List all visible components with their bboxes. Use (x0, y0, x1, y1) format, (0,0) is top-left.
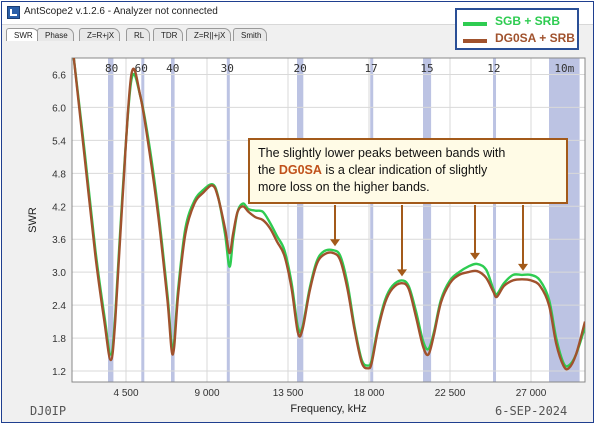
ham-band-1 (141, 58, 145, 382)
ham-band-6 (423, 58, 432, 382)
x-tick-label: 4 500 (113, 388, 138, 399)
x-tick-label: 18 000 (354, 388, 385, 399)
tab-rl[interactable]: RL (126, 28, 151, 41)
ham-band-7 (493, 58, 497, 382)
band-label: 10m (554, 62, 574, 75)
window-title: AntScope2 v.1.2.6 - Analyzer not connect… (24, 6, 218, 17)
x-tick-label: 27 000 (516, 388, 547, 399)
ham-band-0 (108, 58, 114, 382)
band-label: 12 (487, 62, 500, 75)
band-label: 15 (420, 62, 433, 75)
ham-band-5 (370, 58, 374, 382)
annotation-box: The slightly lower peaks between bands w… (248, 138, 568, 204)
band-label: 17 (364, 62, 377, 75)
y-tick-label: 6.0 (52, 103, 66, 114)
band-label: 80 (105, 62, 118, 75)
tab-smith-label: Smith (241, 31, 262, 40)
tab-z-parallel-label: Z=R||+jX (194, 31, 226, 40)
annotation-line-3: more loss on the higher bands. (258, 180, 430, 194)
plot-frame (71, 57, 586, 383)
legend: SGB + SRB DG0SA + SRB (455, 8, 579, 50)
y-tick-label: 6.6 (52, 70, 66, 81)
callout-arrow-head (470, 252, 480, 260)
annotation-line-2-post: is a clear indication of slightly (321, 163, 488, 177)
callout-arrow-head (397, 269, 407, 277)
y-tick-label: 2.4 (52, 301, 66, 312)
ham-band-3 (226, 58, 230, 382)
tab-smith[interactable]: Smith (233, 28, 268, 41)
y-tick-label: 3.0 (52, 268, 66, 279)
y-axis-label: SWR (27, 207, 39, 233)
legend-swatch-sgb (463, 22, 487, 26)
tab-z-parallel[interactable]: Z=R||+jX (186, 28, 232, 41)
tab-tdr-label: TDR (161, 31, 178, 40)
ham-band-2 (171, 58, 175, 382)
band-label: 20 (294, 62, 307, 75)
y-tick-label: 4.2 (52, 202, 66, 213)
callout-arrow-head (518, 263, 528, 271)
antscope-app-icon (7, 6, 20, 19)
annotation-callsign: DG0SA (278, 163, 322, 177)
y-tick-label: 4.8 (52, 169, 66, 180)
tab-phase-label: Phase (45, 31, 68, 40)
x-tick-label: 22 500 (435, 388, 466, 399)
legend-swatch-dg0sa (463, 39, 487, 43)
band-label: 40 (166, 62, 179, 75)
callout-arrow-head (330, 239, 340, 247)
legend-label-sgb: SGB + SRB (495, 14, 561, 28)
tab-tdr[interactable]: TDR (153, 28, 184, 41)
series-line-dg0sa (72, 58, 585, 371)
y-tick-label: 1.8 (52, 334, 66, 345)
band-label: 30 (221, 62, 234, 75)
y-tick-label: 5.4 (52, 136, 66, 147)
x-tick-label: 9 000 (194, 388, 219, 399)
x-tick-label: 13 500 (273, 388, 304, 399)
y-tick-label: 1.2 (52, 367, 66, 378)
title-bar[interactable]: AntScope2 v.1.2.6 - Analyzer not connect… (2, 2, 593, 25)
tab-z-series[interactable]: Z=R+jX (79, 28, 121, 41)
plot-area[interactable] (72, 58, 585, 382)
tab-rl-label: RL (134, 31, 145, 40)
ham-band-4 (297, 58, 304, 382)
tab-z-series-label: Z=R+jX (87, 31, 115, 40)
annotation-line-2-pre: the (258, 163, 279, 177)
legend-label-dg0sa: DG0SA + SRB (495, 31, 575, 45)
author-callsign: DJ0IP (30, 404, 67, 418)
y-tick-label: 3.6 (52, 235, 66, 246)
tab-swr-label: SWR (14, 31, 33, 40)
annotation-line-1: The slightly lower peaks between bands w… (258, 146, 506, 160)
date-stamp: 6-SEP-2024 (495, 404, 568, 418)
band-label: 60 (135, 62, 148, 75)
x-axis-label: Frequency, kHz (290, 403, 366, 415)
tab-phase[interactable]: Phase (37, 28, 74, 41)
